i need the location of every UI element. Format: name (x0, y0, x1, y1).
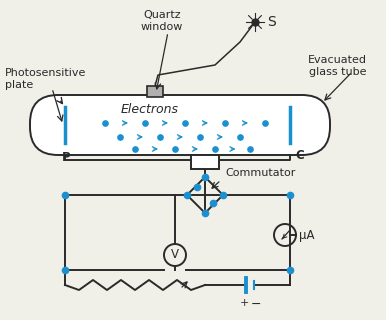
Text: Electrons: Electrons (121, 102, 179, 116)
Text: S: S (267, 15, 276, 29)
Text: Quartz
window: Quartz window (141, 10, 183, 32)
Text: P: P (62, 151, 70, 164)
Text: +: + (239, 298, 249, 308)
Bar (191, 155, 219, 169)
Text: C: C (295, 149, 304, 162)
Text: μA: μA (299, 228, 315, 242)
Bar (147, 86, 163, 97)
Text: Photosensitive
plate: Photosensitive plate (5, 68, 86, 91)
Text: V: V (171, 249, 179, 261)
Text: −: − (251, 298, 261, 311)
Text: Evacuated
glass tube: Evacuated glass tube (308, 55, 367, 77)
Text: Commutator: Commutator (225, 168, 295, 178)
FancyBboxPatch shape (30, 95, 330, 155)
